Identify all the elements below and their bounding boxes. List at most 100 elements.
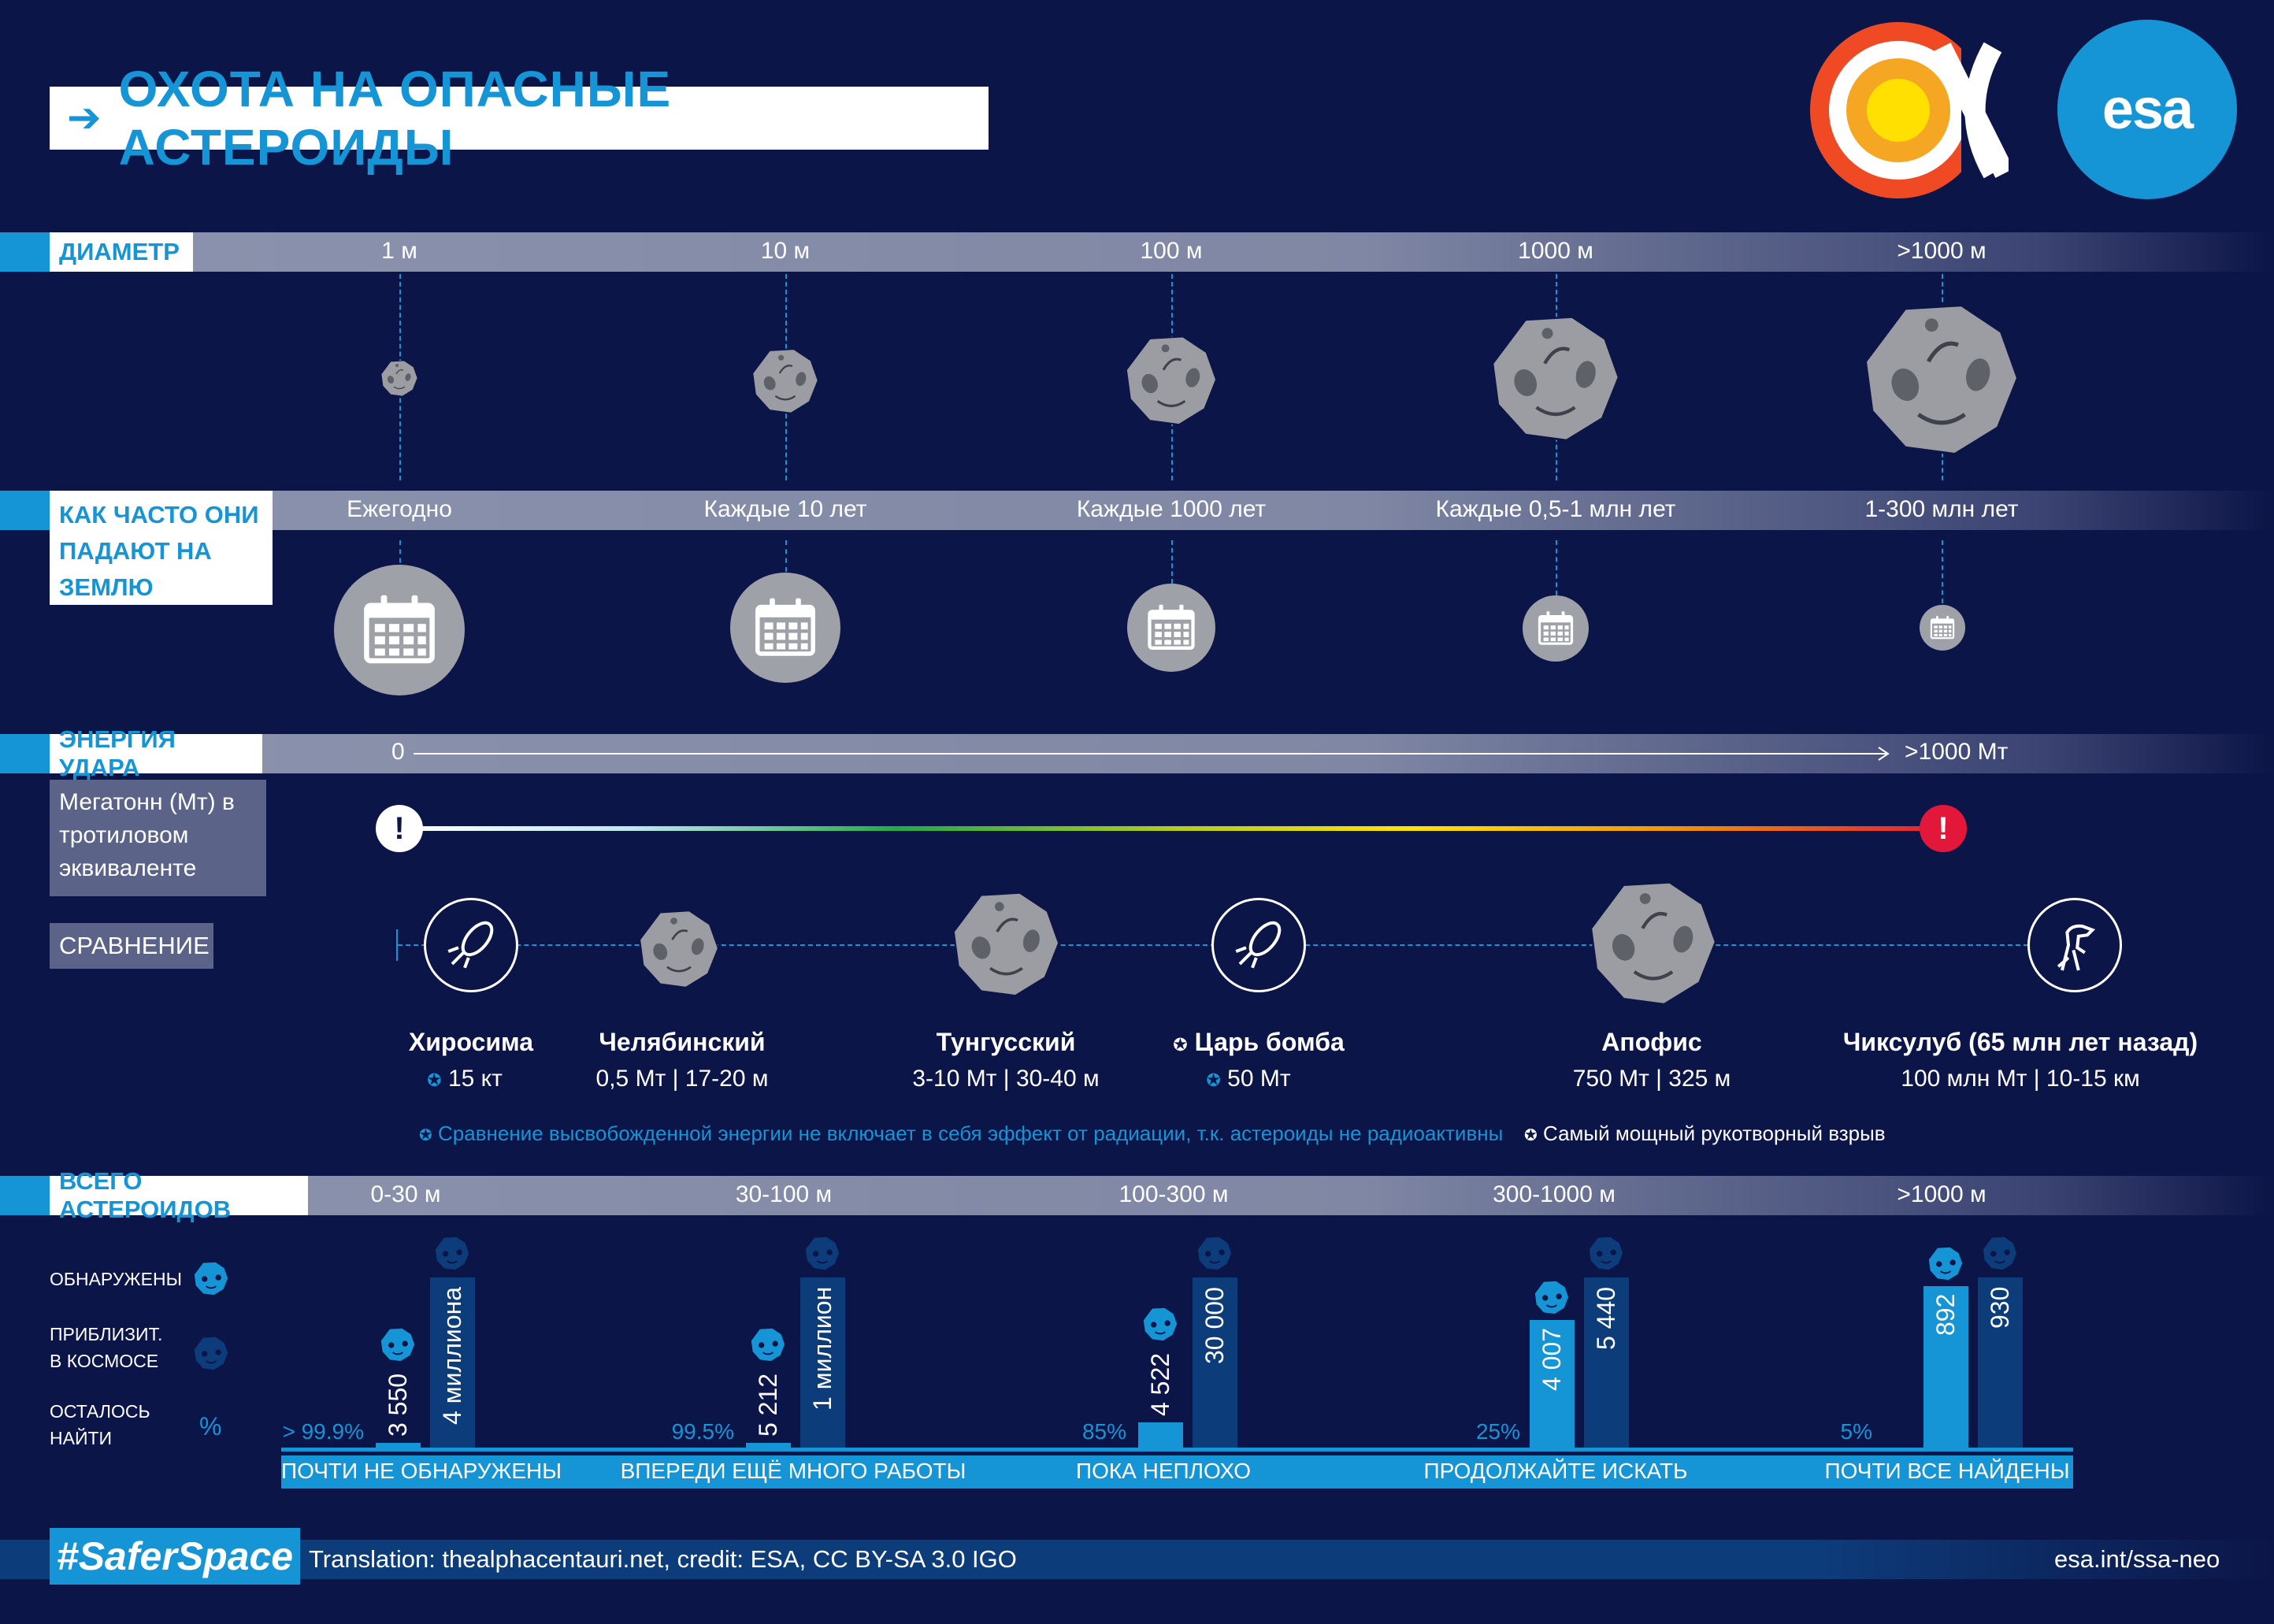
energy-axis-arrow [414,747,1890,761]
comparison-tick [396,929,398,961]
legend-remaining: ОСТАЛОСЬ НАЙТИ [50,1401,150,1448]
legend-approx: ПРИБЛИЗИТ. В КОСМОСЕ [50,1324,163,1371]
discovered-bar [1923,1286,1968,1448]
calendar-icon [1523,595,1589,662]
total-col-1: 0-30 м [370,1181,441,1207]
estimated-bar [1193,1277,1237,1448]
asteroid-icon [1855,295,2028,461]
discovered-value: 4 522 [1146,1352,1174,1416]
comparison-label: СРАВНЕНИЕ [50,923,213,969]
diameter-accent [0,232,51,272]
estimated-bar [800,1277,845,1448]
diameter-col-2: 10 м [760,238,811,264]
remaining-pct: 85% [1081,1419,1126,1444]
comparison-value-6: 100 млн Мт | 10-15 км [1901,1066,2140,1092]
energy-start-label: 0 [391,739,405,765]
discovered-value: 4 007 [1538,1328,1566,1392]
frequency-guide-5 [1942,540,1943,603]
page-title: ОХОТА НА ОПАСНЫЕ АСТЕРОИДЫ [118,61,672,176]
frequency-accent [0,491,51,530]
calendar-icon [1920,605,1965,651]
frequency-guide-2 [785,540,787,572]
legend-pct-symbol: % [199,1412,222,1440]
frequency-col-3: Каждые 1000 лет [1076,496,1267,522]
comparison-value-2: 0,5 Мт | 17-20 м [595,1066,769,1092]
status-3: ПОКА НЕПЛОХО [1075,1459,1252,1483]
asteroid-discovered-icon [194,1262,228,1296]
total-accent [0,1176,51,1215]
total-col-2: 30-100 м [735,1181,833,1207]
asteroid-discovered-icon [1534,1279,1570,1319]
energy-unit-box: Мегатонн (Мт) в тротиловом эквиваленте [50,780,266,896]
asteroid-icon [380,360,418,397]
comparison-name-5: Апофис [1601,1028,1702,1056]
asteroid-estimated-icon [434,1235,470,1275]
remaining-pct: 25% [1475,1419,1520,1444]
status-1: ПОЧТИ НЕ ОБНАРУЖЕНЫ [280,1459,562,1483]
energy-label: ЭНЕРГИЯ УДАРА [50,725,262,781]
comparison-value-1: ✪ 15 кт [427,1066,503,1092]
comparison-name-4: ✪ Царь бомба [1173,1028,1345,1056]
frequency-label: КАК ЧАСТО ОНИ ПАДАЮТ НА ЗЕМЛЮ [50,491,273,605]
comparison-name-2: Челябинский [599,1028,766,1056]
frequency-col-1: Ежегодно [347,496,452,522]
warning-end-icon: ! [1920,805,1967,852]
total-col-5: >1000 м [1897,1181,1987,1207]
calendar-icon [730,573,840,683]
estimated-value: 5 440 [1592,1287,1620,1351]
energy-gradient-scale [398,826,1957,831]
status-strip [281,1455,2073,1489]
status-4: ПРОДОЛЖАЙТЕ ИСКАТЬ [1423,1459,1688,1483]
bomb-icon [1211,898,1306,992]
frequency-col-5: 1-300 млн лет [1864,496,2019,522]
baseline [281,1448,2073,1452]
asteroid-discovered-icon [380,1326,416,1366]
asteroid-icon [1125,335,1218,426]
diameter-bar [0,232,2274,272]
footer-credit: Translation: thealphacentauri.net, credi… [309,1545,1017,1573]
estimated-bar [1978,1277,2023,1448]
comparison-value-4: ✪ 50 Мт [1206,1066,1291,1092]
title-box: ➔ ОХОТА НА ОПАСНЫЕ АСТЕРОИДЫ [50,61,989,176]
energy-end-label: >1000 Мт [1905,739,2009,765]
energy-accent [0,734,51,773]
footer-url[interactable]: esa.int/ssa-neo [2054,1545,2220,1573]
frequency-bar [0,491,2274,530]
comparison-value-3: 3-10 Мт | 30-40 м [912,1066,1100,1092]
bomb-icon [424,898,518,992]
dinosaur-icon [2027,898,2122,992]
powerful-note: ✪ Самый мощный рукотворный взрыв [1524,1122,1886,1145]
esa-logo-text: esa [2102,78,2194,141]
status-2: ВПЕРЕДИ ЕЩЁ МНОГО РАБОТЫ [620,1459,966,1483]
asteroid-estimated-icon [1982,1235,2018,1275]
estimated-value: 30 000 [1200,1287,1229,1364]
comparison-name-6: Чиксулуб (65 млн лет назад) [1842,1028,2198,1056]
total-col-4: 300-1000 м [1493,1181,1616,1207]
diameter-col-3: 100 м [1140,238,1203,264]
asteroid-estimated-icon [194,1337,228,1370]
asteroid-estimated-icon [1588,1235,1624,1275]
comparison-value-5: 750 Мт | 325 м [1572,1066,1731,1092]
calendar-icon [334,565,465,695]
estimated-bar [430,1277,475,1448]
comparison-name-1: Хиросима [408,1028,534,1056]
hashtag: #SaferSpace [50,1528,300,1585]
asteroid-discovered-icon [750,1326,786,1366]
calendar-icon [1127,584,1215,672]
status-5: ПОЧТИ ВСЕ НАЙДЕНЫ [1824,1459,2070,1483]
legend-discovered: ОБНАРУЖЕНЫ [50,1269,182,1289]
asteroid-discovered-icon [1927,1245,1964,1285]
discovered-bar [1138,1422,1183,1448]
diameter-col-5: >1000 м [1897,238,1987,264]
asteroid-icon [1487,309,1624,446]
frequency-guide-3 [1171,540,1173,584]
total-label: ВСЕГО АСТЕРОИДОВ [50,1167,308,1223]
total-col-3: 100-300 м [1118,1181,1229,1207]
radiation-note: ✪ Сравнение высвобожденной энергии не вк… [419,1122,1504,1145]
asteroid-icon [1586,874,1721,1010]
frequency-col-4: Каждые 0,5-1 млн лет [1435,496,1676,522]
frequency-col-2: Каждые 10 лет [703,496,867,522]
asteroid-icon [751,348,819,414]
asteroid-discovered-icon [1142,1306,1178,1346]
